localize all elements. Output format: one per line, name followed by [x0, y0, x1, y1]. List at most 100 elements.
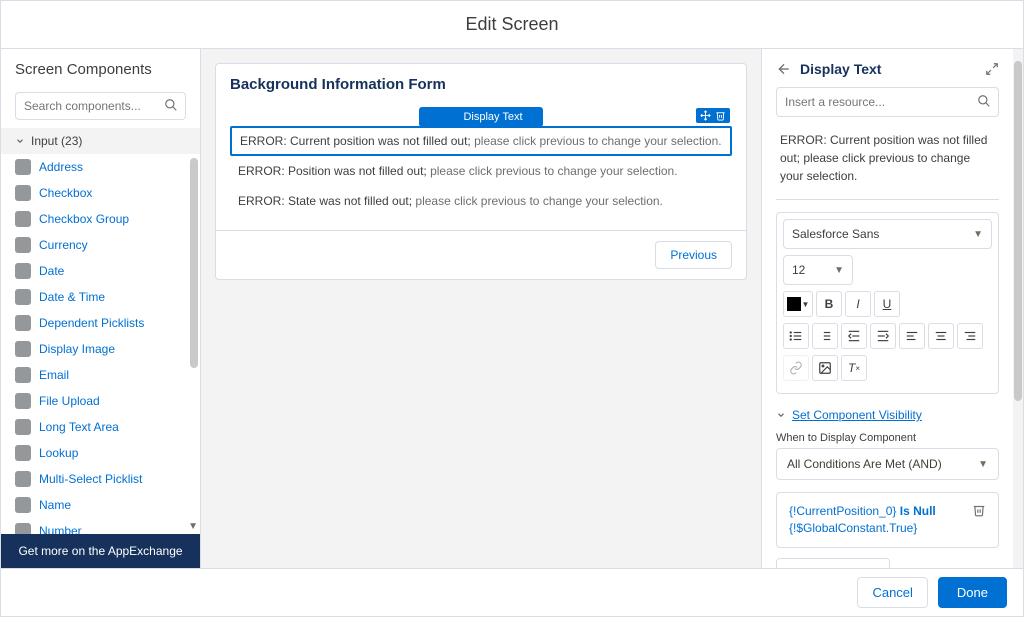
- selected-display-text[interactable]: ERROR: Current position was not filled o…: [230, 126, 732, 156]
- delete-condition-icon[interactable]: [972, 503, 986, 517]
- numbered-list-button[interactable]: [812, 323, 838, 349]
- component-type-icon: [15, 341, 31, 357]
- cancel-button[interactable]: Cancel: [857, 577, 927, 608]
- scroll-down-icon[interactable]: ▼: [188, 521, 198, 532]
- condition-logic-select[interactable]: All Conditions Are Met (AND) ▼: [776, 448, 999, 480]
- outdent-button[interactable]: [841, 323, 867, 349]
- visibility-section-label: Set Component Visibility: [792, 408, 922, 422]
- component-item[interactable]: Date: [1, 258, 200, 284]
- search-input[interactable]: [15, 92, 186, 120]
- component-item-label[interactable]: Currency: [39, 238, 88, 252]
- font-size-select[interactable]: 12 ▼: [783, 255, 853, 285]
- delete-icon[interactable]: [715, 110, 726, 121]
- align-center-button[interactable]: [928, 323, 954, 349]
- component-item-label[interactable]: Date: [39, 264, 64, 278]
- component-item[interactable]: Currency: [1, 232, 200, 258]
- component-item[interactable]: Date & Time: [1, 284, 200, 310]
- component-item[interactable]: Multi-Select Picklist: [1, 466, 200, 492]
- error-text-lead: ERROR: Current position was not filled o…: [240, 134, 471, 148]
- condition-card[interactable]: {!CurrentPosition_0} Is Null {!$GlobalCo…: [776, 492, 999, 548]
- component-type-icon: [15, 497, 31, 513]
- component-item[interactable]: Long Text Area: [1, 414, 200, 440]
- font-family-select[interactable]: Salesforce Sans ▼: [783, 219, 992, 249]
- caret-down-icon: ▼: [802, 300, 810, 309]
- component-item[interactable]: Number: [1, 518, 200, 534]
- clear-format-button[interactable]: T×: [841, 355, 867, 381]
- component-item-label[interactable]: Date & Time: [39, 290, 105, 304]
- panel-scrollbar[interactable]: [1013, 49, 1023, 568]
- screen-preview: Background Information Form Display Text…: [215, 63, 747, 280]
- component-item[interactable]: File Upload: [1, 388, 200, 414]
- component-item-label[interactable]: Dependent Picklists: [39, 316, 144, 330]
- done-button[interactable]: Done: [938, 577, 1007, 608]
- properties-panel: Display Text ERROR: Current position was…: [761, 49, 1023, 568]
- link-button[interactable]: [783, 355, 809, 381]
- component-item[interactable]: Email: [1, 362, 200, 388]
- components-sidebar: Screen Components Input (23) Address Chec…: [1, 49, 201, 568]
- component-item[interactable]: Dependent Picklists: [1, 310, 200, 336]
- component-item-label[interactable]: Checkbox: [39, 186, 92, 200]
- move-icon[interactable]: [700, 110, 711, 121]
- category-header[interactable]: Input (23): [1, 128, 200, 154]
- align-right-button[interactable]: [957, 323, 983, 349]
- display-text-icon: [429, 112, 449, 122]
- component-type-icon: [15, 471, 31, 487]
- modal-body: Screen Components Input (23) Address Chec…: [1, 49, 1023, 568]
- component-item[interactable]: Lookup: [1, 440, 200, 466]
- search-icon: [164, 98, 178, 112]
- text-color-button[interactable]: ▼: [783, 291, 813, 317]
- condition-value: {!$GlobalConstant.True}: [789, 521, 917, 535]
- appexchange-link[interactable]: Get more on the AppExchange: [1, 534, 200, 568]
- component-item-label[interactable]: Multi-Select Picklist: [39, 472, 142, 486]
- component-action-bar: [696, 108, 730, 123]
- component-item[interactable]: Checkbox Group: [1, 206, 200, 232]
- component-item[interactable]: Address: [1, 154, 200, 180]
- component-item-label[interactable]: Name: [39, 498, 71, 512]
- component-item-label[interactable]: Display Image: [39, 342, 115, 356]
- display-text-component[interactable]: ERROR: State was not filled out; please …: [230, 186, 732, 216]
- component-list[interactable]: Input (23) Address Checkbox Checkbox Group…: [1, 128, 200, 534]
- bold-button[interactable]: B: [816, 291, 842, 317]
- component-item-label[interactable]: File Upload: [39, 394, 100, 408]
- component-item[interactable]: Name: [1, 492, 200, 518]
- search-icon: [977, 94, 991, 108]
- back-icon[interactable]: [776, 61, 792, 77]
- error-text-lead: ERROR: Position was not filled out;: [238, 164, 427, 178]
- visibility-section-toggle[interactable]: Set Component Visibility: [776, 408, 999, 422]
- image-button[interactable]: [812, 355, 838, 381]
- previous-button[interactable]: Previous: [655, 241, 732, 269]
- sidebar-title: Screen Components: [1, 49, 200, 88]
- error-text-lead: ERROR: State was not filled out;: [238, 194, 412, 208]
- modal-title: Edit Screen: [465, 14, 558, 35]
- component-item-label[interactable]: Checkbox Group: [39, 212, 129, 226]
- rich-text-preview[interactable]: ERROR: Current position was not filled o…: [776, 127, 999, 200]
- component-item-label[interactable]: Address: [39, 160, 83, 174]
- display-text-component[interactable]: ERROR: Position was not filled out; plea…: [230, 156, 732, 186]
- align-left-button[interactable]: [899, 323, 925, 349]
- scrollbar-thumb[interactable]: [190, 158, 198, 368]
- add-condition-button[interactable]: + Add Condition: [776, 558, 890, 568]
- caret-down-icon: ▼: [834, 265, 844, 276]
- rich-text-toolbar: Salesforce Sans ▼ 12 ▼ ▼ B I U: [776, 212, 999, 394]
- underline-button[interactable]: U: [874, 291, 900, 317]
- error-text-rest: please click previous to change your sel…: [471, 134, 722, 148]
- chevron-down-icon: [776, 410, 786, 420]
- expand-icon[interactable]: [985, 62, 999, 76]
- form-title: Background Information Form: [216, 64, 746, 105]
- component-item-label[interactable]: Lookup: [39, 446, 78, 460]
- component-item-label[interactable]: Email: [39, 368, 69, 382]
- font-size-value: 12: [792, 263, 805, 277]
- bullet-list-button[interactable]: [783, 323, 809, 349]
- indent-button[interactable]: [870, 323, 896, 349]
- component-item[interactable]: Checkbox: [1, 180, 200, 206]
- resource-input[interactable]: [776, 87, 999, 117]
- italic-button[interactable]: I: [845, 291, 871, 317]
- when-label: When to Display Component: [776, 432, 999, 444]
- modal-header: Edit Screen: [1, 1, 1023, 49]
- component-item[interactable]: Display Image: [1, 336, 200, 362]
- component-type-icon: [15, 289, 31, 305]
- component-item-label[interactable]: Number: [39, 524, 82, 534]
- color-swatch: [787, 297, 801, 311]
- component-item-label[interactable]: Long Text Area: [39, 420, 119, 434]
- caret-down-icon: ▼: [978, 459, 988, 470]
